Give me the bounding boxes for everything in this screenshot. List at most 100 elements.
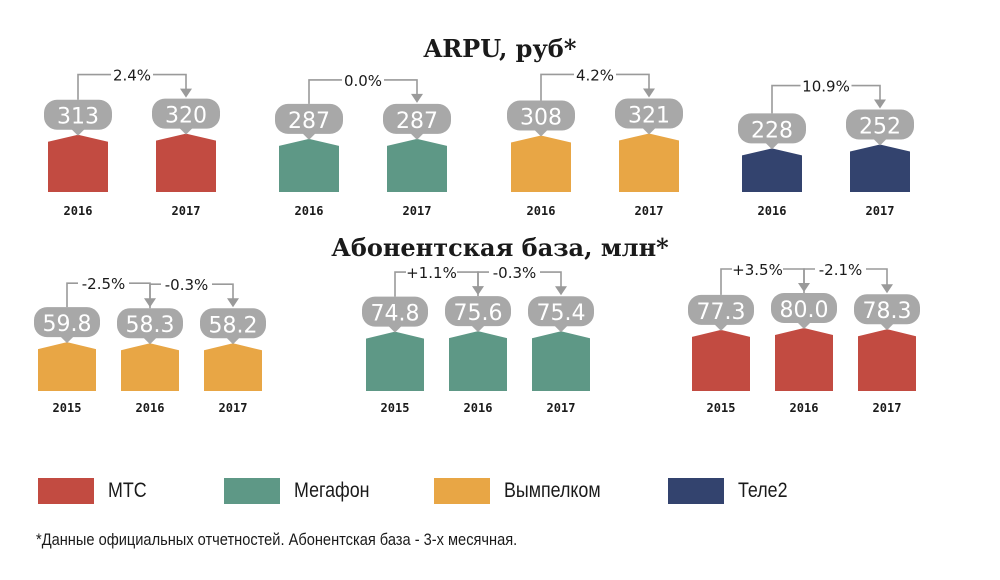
year-label: 2016 xyxy=(295,204,324,218)
bubble-pointer xyxy=(880,323,894,331)
value-label: 58.2 xyxy=(209,313,258,338)
bar xyxy=(858,329,916,391)
change-label-bg xyxy=(815,259,866,279)
bubble-pointer xyxy=(471,325,485,333)
navy-swatch-icon xyxy=(668,478,725,504)
value-bubble xyxy=(383,103,451,134)
bubble-pointer xyxy=(60,336,74,344)
bubble-pointer xyxy=(554,325,568,333)
arrow-down-icon xyxy=(874,99,886,109)
year-label: 2017 xyxy=(172,204,201,218)
value-bubble xyxy=(44,99,112,130)
value-bubble xyxy=(615,98,683,129)
year-label: 2015 xyxy=(381,401,410,415)
value-bubble xyxy=(738,113,806,144)
value-label: 308 xyxy=(520,106,562,131)
change-label: -2.5% xyxy=(82,275,126,293)
bar xyxy=(48,134,108,192)
bubble-pointer xyxy=(226,337,240,345)
bubble-pointer xyxy=(642,127,656,135)
value-label: 252 xyxy=(859,115,901,140)
value-label: 75.4 xyxy=(537,301,586,326)
legend-item-megafon: Мегафон xyxy=(223,478,383,504)
bar xyxy=(121,343,179,391)
subscriber-chart-title: Абонентская база, млн* xyxy=(331,233,669,262)
change-label: 4.2% xyxy=(576,66,614,84)
value-label: 321 xyxy=(628,103,670,128)
legend-label: Теле2 xyxy=(738,479,788,502)
change-label: 2.4% xyxy=(113,67,151,85)
bubble-pointer xyxy=(765,142,779,150)
year-label: 2015 xyxy=(53,401,82,415)
year-label: 2016 xyxy=(758,204,787,218)
green-swatch-icon xyxy=(223,478,280,504)
footnote: *Данные официальных отчетностей. Абонент… xyxy=(36,530,518,549)
bubble-pointer xyxy=(302,132,316,140)
change-label-bg xyxy=(161,274,212,295)
bar xyxy=(775,328,833,391)
bar xyxy=(742,148,802,192)
change-label-bg xyxy=(111,64,153,85)
value-label: 313 xyxy=(57,105,99,130)
value-label: 78.3 xyxy=(863,299,912,324)
year-label: 2016 xyxy=(464,401,493,415)
charts-canvas: 313 2016 320 2017 2.4% 287 2016 287 2017 0.0% 308 2… xyxy=(34,64,920,415)
change-label-bg xyxy=(78,273,129,294)
bar xyxy=(692,329,750,391)
change-label-bg xyxy=(574,64,616,85)
red-swatch-icon xyxy=(38,478,94,504)
change-label: 10.9% xyxy=(802,78,850,96)
value-label: 75.6 xyxy=(454,301,503,326)
arrow-down-icon xyxy=(227,298,239,308)
change-label-bg xyxy=(489,262,540,283)
arrow-down-icon xyxy=(881,284,893,294)
bubble-pointer xyxy=(714,323,728,331)
value-bubble xyxy=(688,294,754,325)
bubble-pointer xyxy=(410,132,424,140)
bar xyxy=(619,133,679,192)
year-label: 2016 xyxy=(64,204,93,218)
bar xyxy=(156,133,216,192)
arrow-down-icon xyxy=(411,93,423,103)
value-bubble xyxy=(152,98,220,129)
arpu-chart-title: ARPU, руб* xyxy=(423,34,577,63)
value-bubble xyxy=(507,100,575,131)
value-bubble xyxy=(275,103,343,134)
legend-item-mts: МТС xyxy=(38,478,154,504)
year-label: 2017 xyxy=(873,401,902,415)
value-bubble xyxy=(117,308,183,339)
change-label-bg xyxy=(732,259,783,279)
value-bubble xyxy=(445,296,511,327)
value-label: 228 xyxy=(751,118,793,143)
value-label: 77.3 xyxy=(697,300,746,325)
value-bubble xyxy=(200,308,266,339)
year-label: 2016 xyxy=(790,401,819,415)
change-label: +1.1% xyxy=(406,264,457,282)
value-bubble xyxy=(771,293,837,323)
arrow-down-icon xyxy=(643,88,655,98)
value-label: 74.8 xyxy=(371,302,420,327)
bubble-pointer xyxy=(873,138,887,146)
bar xyxy=(532,331,590,391)
legend: МТС Мегафон Вымпелком Теле2 xyxy=(38,478,838,504)
bar xyxy=(204,343,262,391)
bar xyxy=(387,138,447,192)
legend-label: Мегафон xyxy=(293,479,370,502)
bubble-pointer xyxy=(388,325,402,333)
change-label: +3.5% xyxy=(732,261,783,279)
value-label: 59.8 xyxy=(43,312,92,337)
value-bubble xyxy=(34,307,100,338)
change-label-bg xyxy=(342,69,384,90)
bar xyxy=(850,144,910,192)
change-label: -0.3% xyxy=(493,264,537,282)
bubble-pointer xyxy=(797,322,811,329)
bubble-pointer xyxy=(534,129,548,137)
change-label: 0.0% xyxy=(344,72,382,90)
value-bubble xyxy=(362,296,428,327)
change-label: -0.3% xyxy=(165,276,209,294)
bubble-pointer xyxy=(71,128,85,136)
bar xyxy=(366,331,424,391)
bar xyxy=(449,331,507,391)
bubble-pointer xyxy=(179,127,193,135)
bubble-pointer xyxy=(143,337,157,345)
